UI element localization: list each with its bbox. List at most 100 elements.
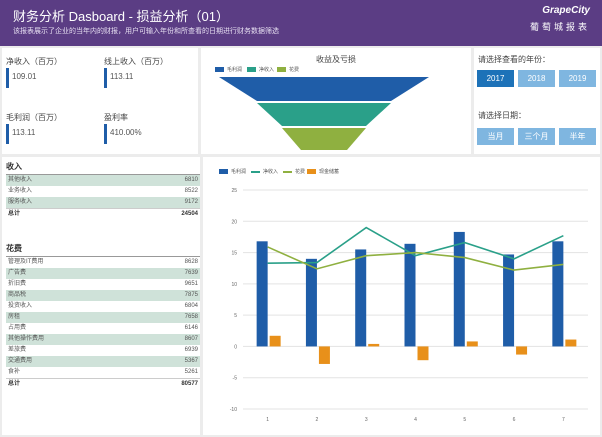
- table-row: 服务收入 9172: [6, 197, 200, 208]
- row-value: 8607: [184, 336, 198, 342]
- row-label: 交通费用: [8, 358, 33, 364]
- legend-item-expense: 花费: [283, 168, 305, 175]
- brand-logo: GrapeCity 葡萄城报表: [526, 5, 590, 33]
- funnel-title: 收益及亏损: [316, 55, 356, 64]
- legend-swatch: [277, 67, 286, 72]
- funnel-chart: [219, 77, 429, 150]
- bar-gross-profit: [305, 258, 317, 347]
- row-label: 其他收入: [8, 177, 33, 183]
- row-label: 折旧费: [8, 281, 27, 287]
- bar-gross-profit: [453, 231, 465, 347]
- table-row: 其他收入 6810: [6, 175, 200, 186]
- header-bar: 财务分析 Dasboard - 损益分析（01） 该报表展示了企业的当年内的财报…: [0, 0, 602, 46]
- date-button-half-year[interactable]: 半年: [559, 128, 596, 145]
- funnel-segment-net-income: [257, 103, 391, 126]
- row-label: 房租: [8, 314, 21, 320]
- x-tick-label: 3: [365, 417, 368, 423]
- legend-item-gross-profit: 毛利润: [215, 66, 242, 73]
- legend-label: 净收入: [263, 169, 279, 175]
- legend-label: 净收入: [259, 67, 275, 73]
- year-button-2018[interactable]: 2018: [518, 70, 555, 87]
- legend-swatch: [251, 170, 260, 173]
- row-label: 其他操作费用: [8, 336, 45, 342]
- income-table: 其他收入 6810 业务收入 8522 服务收入 9172 总计 24504: [6, 174, 200, 219]
- row-value: 24504: [181, 211, 198, 217]
- page-title: 财务分析 Dasboard - 损益分析（01）: [13, 9, 229, 24]
- y-tick-label: -5: [233, 376, 238, 382]
- row-label: 差旅费: [8, 347, 27, 353]
- row-label: 总计: [8, 211, 21, 217]
- bar-gross-profit: [256, 241, 268, 347]
- logo-text: 葡萄城报表: [529, 22, 590, 32]
- legend-swatch: [283, 170, 292, 173]
- kpi-value-online-income: 113.11: [110, 72, 134, 81]
- table-row: 投资收入 6804: [6, 301, 200, 312]
- y-tick-label: 20: [231, 219, 237, 225]
- row-value: 7658: [184, 314, 198, 320]
- line-expense: [267, 246, 564, 271]
- bar-cash-savings: [368, 343, 380, 347]
- y-tick-label: 25: [231, 188, 237, 194]
- table-row: 折旧费 9651: [6, 279, 200, 290]
- kpi-label-profit-rate: 盈利率: [104, 113, 128, 122]
- legend-item-gross-profit: 毛利润: [219, 168, 246, 175]
- kpi-label-gross-profit: 毛利润（百万）: [6, 113, 62, 122]
- year-button-2017[interactable]: 2017: [477, 70, 514, 87]
- row-value: 7639: [184, 270, 198, 276]
- legend-swatch: [247, 67, 256, 72]
- line-net-income: [267, 226, 564, 265]
- legend-swatch: [219, 169, 228, 174]
- bar-cash-savings: [269, 335, 281, 347]
- row-value: 8628: [184, 259, 198, 265]
- logo-mark: GrapeCity: [542, 5, 590, 16]
- y-tick-label: 15: [231, 251, 237, 257]
- row-label: 服务收入: [8, 199, 33, 205]
- expense-table: 管理及IT费用 8628 广告费 7639 折旧费 9651 商品税 7875 投资收入…: [6, 256, 200, 389]
- table-row: 占用费 6146: [6, 323, 200, 334]
- bar-cash-savings: [565, 339, 577, 347]
- date-filter-label: 请选择日期：: [478, 111, 526, 120]
- table-total-row: 总计 24504: [6, 208, 200, 219]
- row-label: 广告费: [8, 270, 27, 276]
- date-button-three-months[interactable]: 三个月: [518, 128, 555, 145]
- year-filter-label: 请选择查看的年份：: [478, 55, 550, 64]
- x-tick-label: 4: [414, 417, 417, 423]
- kpi-value-gross-profit: 113.11: [12, 128, 36, 137]
- x-tick-label: 1: [266, 417, 269, 423]
- y-tick-label: 0: [234, 344, 237, 350]
- kpi-label-net-income: 净收入（百万）: [6, 57, 62, 66]
- x-tick-label: 5: [463, 417, 466, 423]
- kpi-label-online-income: 线上收入（百万）: [104, 57, 168, 66]
- row-value: 80577: [181, 381, 198, 387]
- legend-swatch: [215, 67, 224, 72]
- kpi-value-net-income: 109.01: [12, 72, 37, 81]
- table-total-row: 总计 80577: [6, 378, 200, 389]
- row-value: 6810: [184, 177, 198, 183]
- tables-panel: 收入 其他收入 6810 业务收入 8522 服务收入 9172 总计 24504 花费…: [2, 157, 200, 435]
- income-title: 收入: [6, 162, 22, 171]
- legend-label: 花费: [295, 169, 306, 175]
- table-row: 食补 5261: [6, 367, 200, 378]
- bar-cash-savings: [466, 341, 478, 347]
- kpi-accent-bar: [6, 68, 9, 88]
- bar-cash-savings: [417, 346, 429, 361]
- y-tick-label: 5: [234, 313, 237, 319]
- kpi-panel: 净收入（百万） 109.01 线上收入（百万） 113.11 毛利润（百万） 1…: [2, 48, 198, 154]
- combo-chart-panel: 毛利润 净收入 花费 现金储蓄 25 20 15 10 5 0 -5 -10 1 2 3 4 5 6 7: [203, 157, 600, 435]
- date-button-month[interactable]: 当月: [477, 128, 514, 145]
- kpi-accent-bar: [104, 68, 107, 88]
- row-value: 8522: [184, 188, 198, 194]
- table-row: 交通费用 5367: [6, 356, 200, 367]
- kpi-accent-bar: [104, 124, 107, 144]
- bar-cash-savings: [318, 346, 330, 364]
- row-label: 总计: [8, 381, 21, 387]
- year-button-2019[interactable]: 2019: [559, 70, 596, 87]
- combo-chart: 25 20 15 10 5 0 -5 -10 1 2 3 4 5 6 7: [230, 188, 588, 423]
- legend-label: 现金储蓄: [319, 169, 340, 175]
- funnel-panel: 收益及亏损 毛利润 净收入 花费: [201, 48, 471, 154]
- table-row: 其他操作费用 8607: [6, 334, 200, 345]
- x-tick-label: 2: [316, 417, 319, 423]
- row-value: 6939: [184, 347, 198, 353]
- table-row: 业务收入 8522: [6, 186, 200, 197]
- row-label: 商品税: [8, 292, 27, 298]
